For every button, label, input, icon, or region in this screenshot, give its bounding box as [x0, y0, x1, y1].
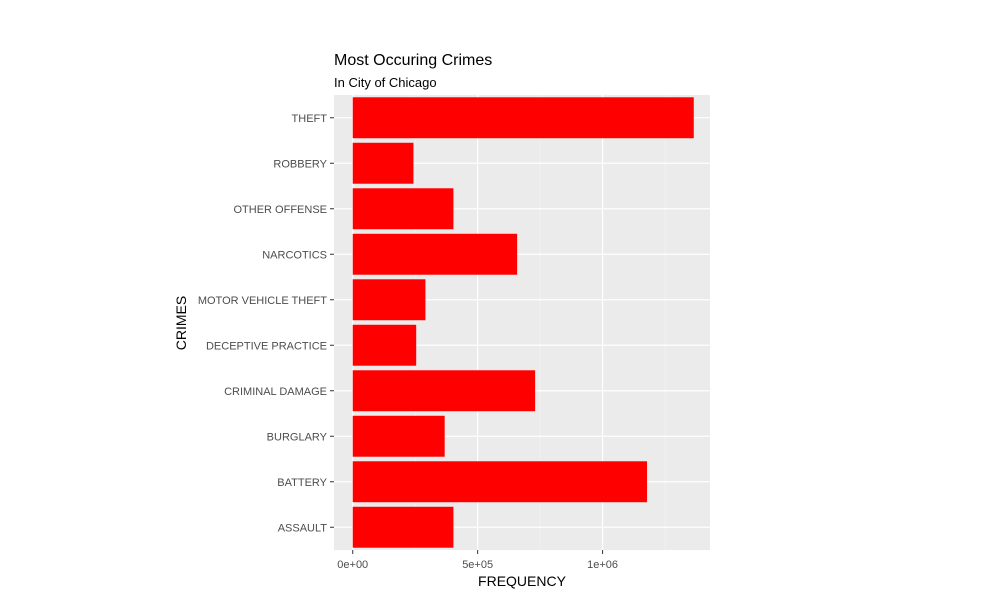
- y-tick-label: BURGLARY: [267, 431, 328, 443]
- y-tick-label: DECEPTIVE PRACTICE: [206, 340, 327, 352]
- bar: [352, 370, 536, 412]
- y-tick-label: ASSAULT: [278, 522, 328, 534]
- bar: [352, 142, 414, 184]
- bar: [352, 324, 417, 366]
- chart-subtitle: In City of Chicago: [334, 75, 437, 90]
- x-axis: 0e+00 5e+05 1e+06: [337, 550, 618, 571]
- y-tick-label: NARCOTICS: [262, 249, 327, 261]
- bar: [352, 97, 694, 139]
- x-tick-label: 1e+06: [587, 559, 618, 571]
- bar: [352, 279, 426, 321]
- y-axis-title: CRIMES: [173, 296, 189, 350]
- y-tick-label: BATTERY: [277, 477, 327, 489]
- bar: [352, 233, 518, 275]
- bars: [352, 97, 694, 548]
- bar: [352, 506, 454, 548]
- y-tick-label: OTHER OFFENSE: [233, 204, 327, 216]
- y-tick-label: THEFT: [292, 113, 328, 125]
- y-tick-label: CRIMINAL DAMAGE: [224, 386, 327, 398]
- x-tick-label: 5e+05: [462, 559, 493, 571]
- bar: [352, 188, 454, 230]
- y-tick-label: ROBBERY: [273, 158, 327, 170]
- chart-title: Most Occuring Crimes: [334, 52, 492, 69]
- bar: [352, 461, 648, 503]
- bar: [352, 415, 445, 457]
- y-axis: ASSAULT BATTERY BURGLARY CRIMINAL DAMAGE DEC…: [198, 113, 334, 534]
- y-tick-label: MOTOR VEHICLE THEFT: [198, 295, 327, 307]
- x-axis-title: FREQUENCY: [478, 573, 567, 589]
- x-tick-label: 0e+00: [337, 559, 368, 571]
